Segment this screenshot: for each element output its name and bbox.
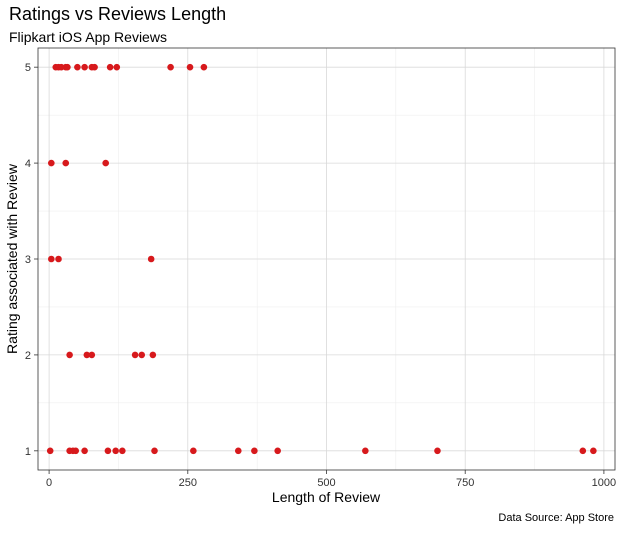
data-point: [81, 63, 88, 71]
data-point: [579, 447, 587, 455]
data-point: [74, 63, 81, 71]
y-tick-label: 1: [25, 446, 31, 458]
data-point: [251, 447, 258, 455]
y-axis-label: Rating associated with Review: [4, 163, 20, 354]
data-point: [55, 255, 62, 263]
data-point: [81, 447, 88, 455]
data-point: [66, 351, 73, 359]
x-tick-label: 500: [317, 477, 335, 489]
data-point: [147, 255, 155, 263]
x-tick-label: 1000: [592, 477, 616, 489]
y-tick-label: 5: [25, 62, 31, 74]
data-point: [62, 159, 70, 167]
data-point: [200, 63, 208, 71]
data-point: [138, 351, 146, 359]
y-tick-label: 2: [25, 350, 31, 362]
x-tick-label: 750: [456, 477, 474, 489]
data-point: [113, 63, 121, 71]
data-point: [88, 351, 96, 359]
x-tick-label: 250: [179, 477, 197, 489]
data-point: [119, 447, 126, 455]
data-point: [274, 447, 281, 455]
data-point: [64, 63, 71, 71]
data-point: [167, 63, 174, 71]
x-axis-label: Length of Review: [272, 489, 381, 505]
axis-ticks: 0 250 500 750 1000 1 2 3 4 5: [25, 62, 616, 489]
y-tick-label: 4: [25, 158, 31, 170]
data-point: [131, 351, 139, 359]
data-point: [186, 63, 194, 71]
data-point: [83, 351, 91, 359]
data-point: [91, 63, 98, 71]
y-tick-label: 3: [25, 254, 31, 266]
data-point: [106, 63, 114, 71]
data-point: [48, 159, 55, 167]
data-point: [434, 447, 441, 455]
data-point: [234, 447, 242, 455]
data-point: [112, 447, 119, 455]
chart-caption: Data Source: App Store: [498, 512, 614, 524]
x-tick-label: 0: [46, 477, 52, 489]
data-point: [190, 447, 197, 455]
data-point: [46, 447, 54, 455]
chart-subtitle: Flipkart iOS App Reviews: [9, 29, 167, 45]
data-point: [151, 447, 158, 455]
data-point: [102, 159, 109, 167]
data-point: [72, 447, 80, 455]
points: [46, 63, 597, 455]
data-point: [362, 447, 369, 455]
data-point: [590, 447, 597, 455]
data-point: [149, 351, 157, 359]
chart-title: Ratings vs Reviews Length: [9, 4, 227, 24]
grid: [38, 48, 615, 470]
data-point: [104, 447, 112, 455]
data-point: [48, 255, 55, 263]
